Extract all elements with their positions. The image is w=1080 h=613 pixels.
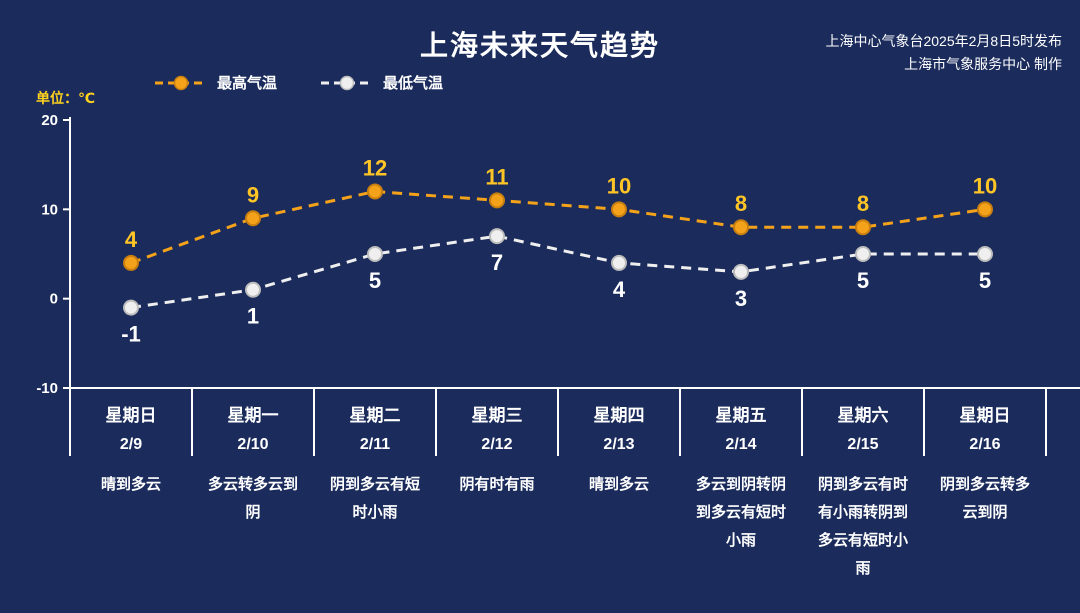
day-name-label: 星期五 (715, 406, 767, 425)
day-name-label: 星期三 (471, 406, 523, 425)
data-point-max (245, 210, 261, 227)
day-column: 星期一 2/10 多云转多云到阴 (192, 396, 314, 583)
min-temp-value: 7 (491, 250, 503, 275)
data-point-min (489, 228, 505, 245)
data-point-min (245, 281, 261, 298)
max-temp-value: 9 (247, 182, 259, 207)
chart-legend: 最高气温 最低气温 (155, 72, 443, 93)
day-column: 星期四 2/13 晴到多云 (558, 396, 680, 583)
day-date-label: 2/9 (119, 436, 143, 453)
data-point-min (123, 299, 139, 316)
min-temp-value: -1 (121, 322, 141, 347)
weather-description: 晴到多云 (100, 476, 161, 493)
day-date-label: 2/12 (481, 436, 513, 453)
weather-description: 晴到多云 (588, 476, 649, 493)
min-temp-legend-marker-icon (321, 75, 374, 90)
max-temp-value: 10 (607, 173, 631, 198)
min-temp-value: 5 (857, 268, 869, 293)
legend-item-min-temp: 最低气温 (321, 72, 443, 93)
weather-description: 阴到多云转多云到阴 (939, 476, 1030, 521)
data-point-min (855, 246, 871, 262)
day-column: 星期二 2/11 阴到多云有短时小雨 (314, 396, 436, 583)
day-name-label: 星期四 (593, 406, 645, 425)
day-date-label: 2/14 (725, 436, 757, 453)
data-point-max (855, 219, 871, 236)
max-temp-value: 4 (125, 227, 138, 252)
day-date-label: 2/16 (969, 436, 1001, 453)
y-tick-label: -10 (36, 380, 58, 397)
data-point-max (123, 254, 139, 271)
unit-label: 单位：℃ (36, 90, 95, 106)
max-temp-value: 11 (485, 164, 508, 189)
day-date-label: 2/15 (847, 436, 879, 453)
day-name-label: 星期二 (349, 406, 401, 425)
publisher-line2: 上海市气象服务中心 制作 (904, 56, 1062, 72)
day-column: 星期日 2/16 阴到多云转多云到阴 (924, 396, 1046, 583)
data-point-min (611, 254, 627, 271)
series-line-min (130, 234, 985, 310)
day-column: 星期三 2/12 阴有时有雨 (436, 396, 558, 583)
data-point-max (489, 192, 505, 209)
weather-description: 阴有时有雨 (459, 476, 535, 493)
data-point-max (367, 183, 383, 200)
day-column: 星期五 2/14 多云到阴转阴到多云有短时小雨 (680, 396, 802, 583)
max-temp-value: 8 (735, 191, 747, 216)
data-point-max (611, 201, 627, 218)
day-column: 星期六 2/15 阴到多云有时有小雨转阴到多云有短时小雨 (802, 396, 924, 583)
data-point-max (977, 201, 993, 218)
weather-description: 阴到多云有时有小雨转阴到多云有短时小雨 (817, 476, 908, 577)
legend-label-min-temp: 最低气温 (383, 75, 444, 92)
max-temp-value: 10 (973, 173, 997, 198)
weather-description: 多云转多云到阴 (207, 476, 298, 521)
y-tick-label: 20 (41, 112, 58, 129)
day-name-label: 星期六 (837, 406, 889, 425)
weather-description: 多云到阴转阴到多云有短时小雨 (695, 476, 786, 549)
day-column: 星期日 2/9 晴到多云 (70, 396, 192, 583)
max-temp-value: 8 (857, 191, 869, 216)
page-title: 上海未来天气趋势 (419, 30, 660, 61)
day-name-label: 星期日 (105, 406, 157, 425)
data-point-min (733, 263, 749, 280)
day-columns: 星期日 2/9 晴到多云 星期一 2/10 多云转多云到阴 星期二 2/11 阴到多云有短时小雨… (70, 396, 1046, 583)
min-temp-value: 3 (735, 286, 747, 311)
min-temp-value: 1 (247, 304, 259, 329)
publisher-line1: 上海中心气象台2025年2月8日5时发布 (825, 33, 1062, 49)
day-date-label: 2/13 (603, 436, 635, 453)
data-point-min (367, 246, 383, 262)
min-temp-value: 4 (613, 277, 626, 302)
day-name-label: 星期一 (227, 406, 279, 425)
data-point-min (977, 246, 993, 262)
max-temp-value: 12 (363, 155, 387, 180)
day-date-label: 2/11 (359, 436, 391, 453)
publisher-info: 上海中心气象台2025年2月8日5时发布 上海市气象服务中心 制作 (825, 30, 1062, 76)
y-tick-label: 10 (41, 201, 58, 218)
min-temp-value: 5 (369, 268, 381, 293)
legend-label-max-temp: 最高气温 (217, 75, 278, 92)
day-date-label: 2/10 (237, 436, 269, 453)
data-point-max (733, 219, 749, 236)
min-temp-value: 5 (979, 268, 991, 293)
weather-description: 阴到多云有短时小雨 (329, 476, 420, 521)
max-temp-legend-marker-icon (155, 75, 207, 90)
y-tick-label: 0 (50, 291, 58, 308)
day-name-label: 星期日 (959, 406, 1011, 425)
legend-item-max-temp: 最高气温 (155, 72, 277, 93)
